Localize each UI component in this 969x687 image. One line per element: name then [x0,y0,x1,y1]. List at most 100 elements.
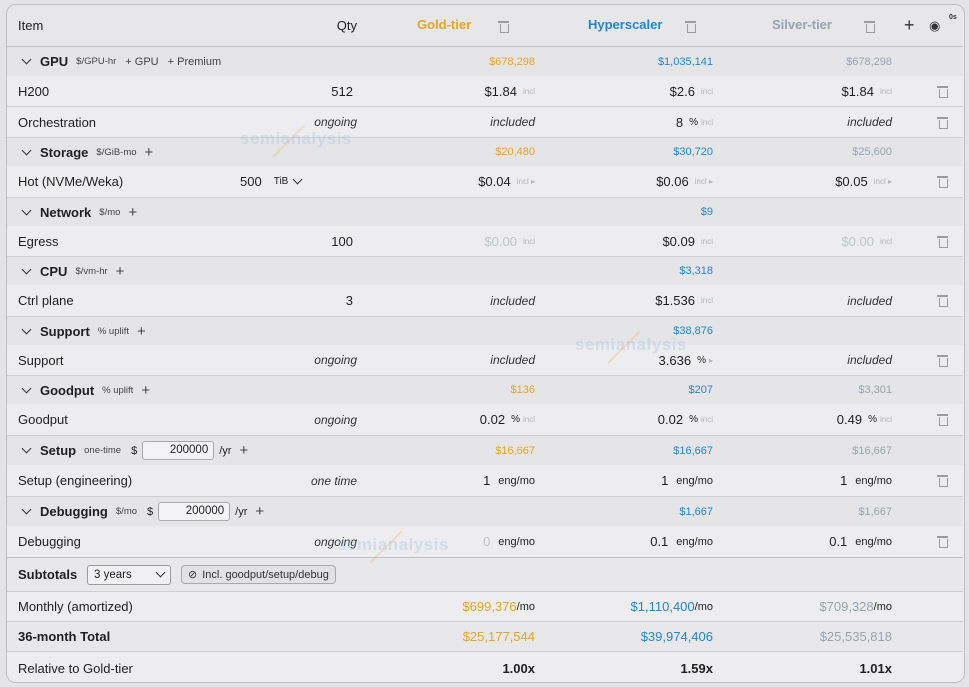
value-cell[interactable]: 0.02% incl [657,412,713,427]
period-select-value: 3 years [94,568,132,581]
column-title-hyperscaler[interactable]: Hyperscaler [588,16,663,32]
value-cell[interactable]: $0.05 incl ▸ [835,174,892,189]
add-item-icon[interactable]: + [141,381,151,399]
delete-row-icon[interactable] [937,86,948,98]
value-cell[interactable]: 3.636% ▸ [658,352,713,368]
chevron-down-icon[interactable] [21,443,32,454]
delete-column-icon[interactable] [685,21,696,33]
section-title: CPU [40,263,68,279]
add-item-icon[interactable]: + [255,503,265,520]
include-toggle[interactable]: ⊘ Incl. goodput/setup/debug [181,558,336,591]
section-setup: Setup one-time $200000/yr + $16,667 $16,667… [7,435,963,465]
value-cell[interactable]: $0.00 incl [484,233,535,249]
section-header[interactable]: CPU $/vm-hr + [21,257,125,285]
qty-value[interactable]: 100 [331,233,353,249]
delete-row-icon[interactable] [937,414,948,426]
value-cell[interactable]: 0 eng/mo [483,534,535,549]
qty-value[interactable]: 3 [345,293,353,308]
value-cell[interactable]: 0.02% incl [479,412,535,427]
eye-icon[interactable]: ◉ [929,17,941,33]
section-header[interactable]: Goodput % uplift + [21,376,151,404]
value-cell[interactable]: 1 eng/mo [840,473,892,488]
value-cell[interactable]: $1.84 incl [841,83,892,99]
value-cell[interactable]: $2.6 incl [669,83,713,99]
section-total [724,198,892,226]
delete-row-icon[interactable] [937,295,948,307]
unit-label: $/GPU-hr [76,56,117,67]
section-title: Debugging [40,504,108,519]
delete-row-icon[interactable] [937,355,948,367]
section-header[interactable]: GPU $/GPU-hr + GPU + Premium [21,47,222,76]
add-premium-button[interactable]: + Premium [167,55,222,68]
chevron-down-icon[interactable] [21,145,32,155]
value-cell[interactable]: included [490,293,535,308]
add-item-icon[interactable]: + [239,442,249,459]
debug-amount-input[interactable]: 200000 [158,502,231,521]
delete-row-icon[interactable] [937,176,948,188]
value-cell[interactable]: included [490,115,535,129]
value-cell[interactable]: $0.09 incl [662,233,713,249]
value-cell[interactable]: $0.06 incl ▸ [656,174,713,189]
value-cell[interactable]: included [490,353,535,367]
setup-amount-input[interactable]: 200000 [142,441,215,460]
item-column-header: Item [18,18,44,33]
value-cell[interactable]: included [847,115,892,129]
chevron-down-icon[interactable] [21,383,32,393]
delete-row-icon[interactable] [937,536,948,548]
add-column-icon[interactable]: + [904,15,915,35]
qty-value: one time [310,473,357,488]
add-gpu-button[interactable]: + GPU [125,55,159,68]
value-cell[interactable]: 0.49% incl [836,412,892,427]
row-goodput: Goodput ongoing 0.02% incl 0.02% incl 0.49… [7,404,963,435]
qty-field[interactable]: 500 TiB [240,166,303,197]
section-header[interactable]: Support % uplift + [21,317,146,345]
value-cell[interactable]: $1.536 incl [655,293,713,308]
value-cell[interactable]: 1 eng/mo [661,473,713,488]
unit-label: % uplift [97,325,129,337]
add-item-icon[interactable]: + [144,143,154,161]
add-item-icon[interactable]: + [115,262,125,280]
value-cell[interactable]: $1.84 incl [484,83,535,99]
delete-row-icon[interactable] [937,117,948,129]
column-title-gold-tier[interactable]: Gold-tier [417,16,472,32]
item-label: Setup (engineering) [18,473,133,488]
period-select[interactable]: 3 years [87,558,171,591]
delete-column-icon[interactable] [864,21,875,33]
delete-row-icon[interactable] [937,475,948,487]
value-cell[interactable]: 0.1 eng/mo [829,534,892,549]
column-title-silver-tier[interactable]: Silver-tier [772,16,832,32]
item-label: Support [18,352,64,368]
chevron-down-icon[interactable] [21,324,32,334]
value-cell[interactable]: included [847,293,892,308]
section-header[interactable]: Network $/mo + [21,198,138,226]
value-cell[interactable]: 8% incl [675,114,713,130]
row-ctrl-plane: Ctrl plane 3 included $1.536 incl include… [7,285,963,316]
section-header[interactable]: Debugging $/mo $200000/yr + [21,497,265,526]
add-item-icon[interactable]: + [128,203,138,221]
section-title: Setup [40,443,77,458]
section-total [724,317,892,345]
section-header[interactable]: Setup one-time $200000/yr + [21,436,249,465]
chevron-down-icon[interactable] [21,264,32,274]
value-cell[interactable]: $0.04 incl ▸ [478,174,535,189]
delete-column-icon[interactable] [498,21,509,33]
value-cell[interactable]: included [847,353,892,367]
chevron-down-icon [155,567,166,578]
qty-value[interactable]: 512 [331,83,353,99]
delete-row-icon[interactable] [937,236,948,248]
row-debugging: Debugging ongoing 0 eng/mo 0.1 eng/mo 0.1 e… [7,526,963,557]
summary-label: 36-month Total [18,629,111,644]
section-total: $25,600 [852,146,892,158]
value-cell[interactable]: $0.00 incl [841,233,892,249]
section-debugging: Debugging $/mo $200000/yr + $1,667 $1,667 [7,496,963,526]
section-header[interactable]: Storage $/GiB-mo + [21,138,154,166]
value-cell[interactable]: 0.1 eng/mo [650,534,713,549]
section-total: $207 [688,384,713,396]
value-cell[interactable]: 1 eng/mo [483,473,535,488]
chevron-down-icon[interactable] [21,205,32,215]
chevron-down-icon[interactable] [21,504,32,515]
chevron-down-icon[interactable] [292,174,303,185]
add-item-icon[interactable]: + [136,322,146,340]
chevron-down-icon[interactable] [21,54,32,65]
unit-label: $/mo [115,506,138,517]
